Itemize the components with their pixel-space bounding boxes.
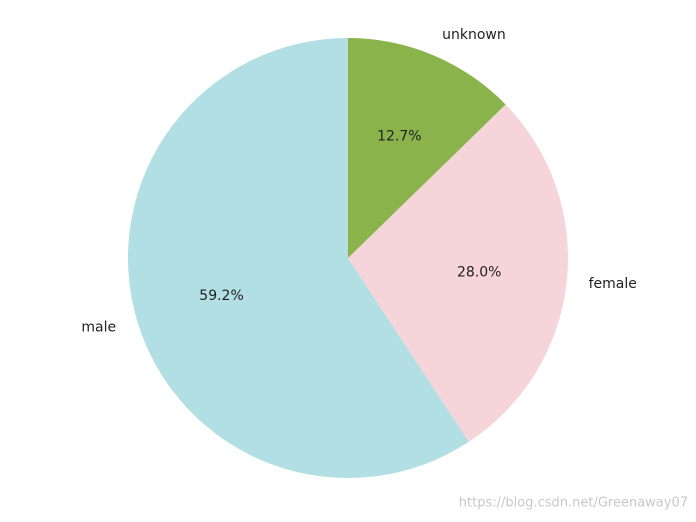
- slice-label: male: [81, 319, 116, 335]
- percent-label: 28.0%: [457, 264, 501, 280]
- pie-slice: [127, 38, 469, 479]
- percent-label: 59.2%: [199, 288, 243, 304]
- pie-slice: [348, 38, 506, 258]
- watermark: https://blog.csdn.net/Greenaway07: [459, 496, 688, 511]
- slice-label: unknown: [442, 27, 506, 43]
- pie-slice: [348, 104, 568, 442]
- percent-label: 12.7%: [377, 128, 421, 144]
- slice-label: female: [589, 276, 637, 292]
